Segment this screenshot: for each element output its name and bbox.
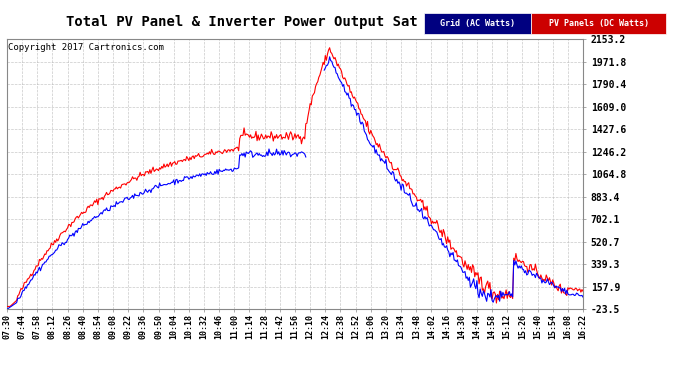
Text: Total PV Panel & Inverter Power Output Sat Dec 30 16:31: Total PV Panel & Inverter Power Output S… bbox=[66, 15, 527, 29]
Text: PV Panels (DC Watts): PV Panels (DC Watts) bbox=[549, 19, 649, 28]
Text: Grid (AC Watts): Grid (AC Watts) bbox=[440, 19, 515, 28]
Text: Copyright 2017 Cartronics.com: Copyright 2017 Cartronics.com bbox=[8, 44, 164, 52]
